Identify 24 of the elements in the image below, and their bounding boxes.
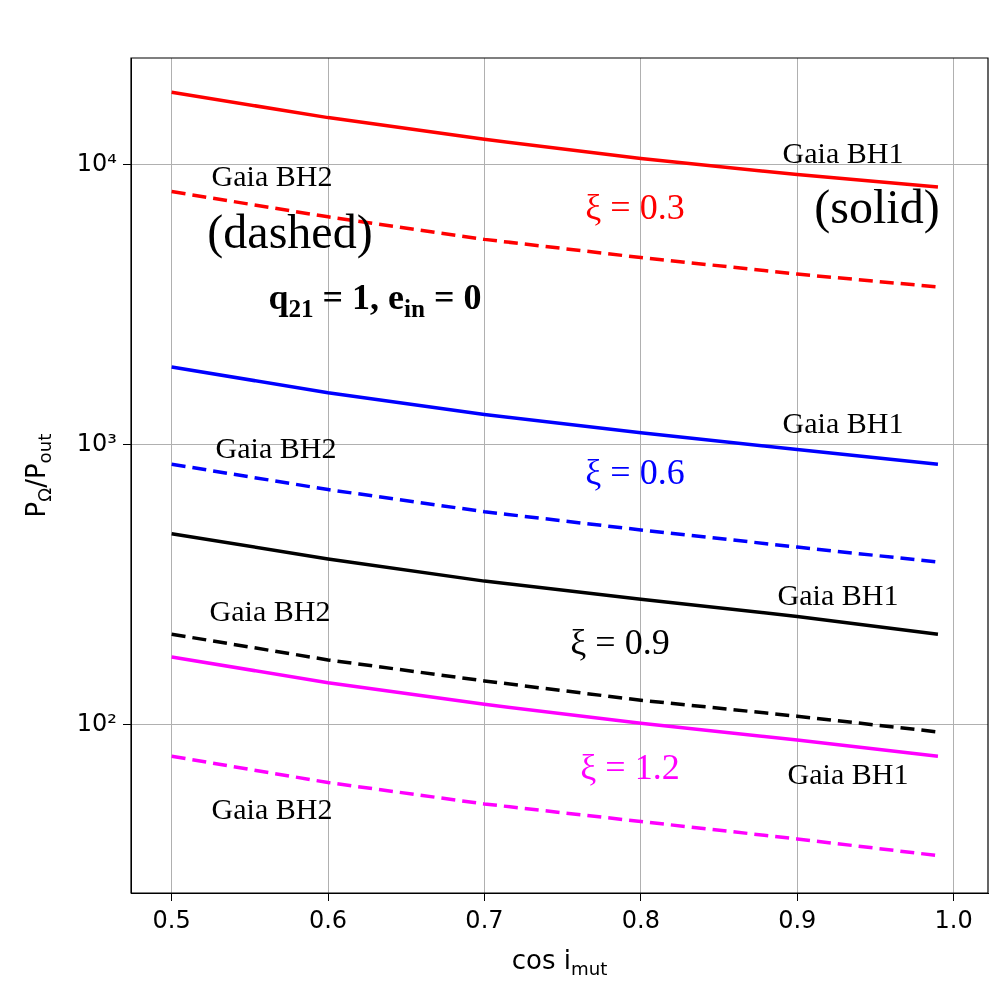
- annotation: (solid): [814, 179, 940, 234]
- annotation: Gaia BH1: [777, 577, 899, 611]
- annotation: Gaia BH2: [215, 430, 337, 464]
- y-tick-label: 10²: [76, 708, 117, 737]
- annotation: Gaia BH1: [787, 756, 909, 790]
- y-tick-label: 10³: [76, 428, 117, 457]
- x-tick-label: 0.8: [621, 905, 660, 934]
- x-tick-label: 0.6: [308, 905, 348, 934]
- annotation: Gaia BH1: [782, 135, 904, 169]
- annotation: Gaia BH2: [211, 791, 333, 825]
- x-tick-label: 1.0: [934, 905, 973, 934]
- annotation: Gaia BH2: [209, 593, 331, 627]
- x-tick-label: 0.5: [152, 905, 191, 934]
- annotation: ξ = 0.9: [570, 622, 670, 663]
- annotation: ξ = 0.3: [585, 187, 685, 228]
- annotation: ξ = 1.2: [580, 747, 680, 788]
- x-tick-label: 0.7: [465, 905, 504, 934]
- x-tick-label: 0.9: [778, 905, 817, 934]
- y-tick-label: 10⁴: [76, 148, 117, 177]
- annotation: Gaia BH2: [211, 158, 333, 192]
- annotation: (dashed): [207, 204, 373, 259]
- y-axis-title: PΩ/Pout: [20, 433, 55, 518]
- annotation: ξ = 0.6: [585, 452, 685, 493]
- annotation: Gaia BH1: [782, 405, 904, 439]
